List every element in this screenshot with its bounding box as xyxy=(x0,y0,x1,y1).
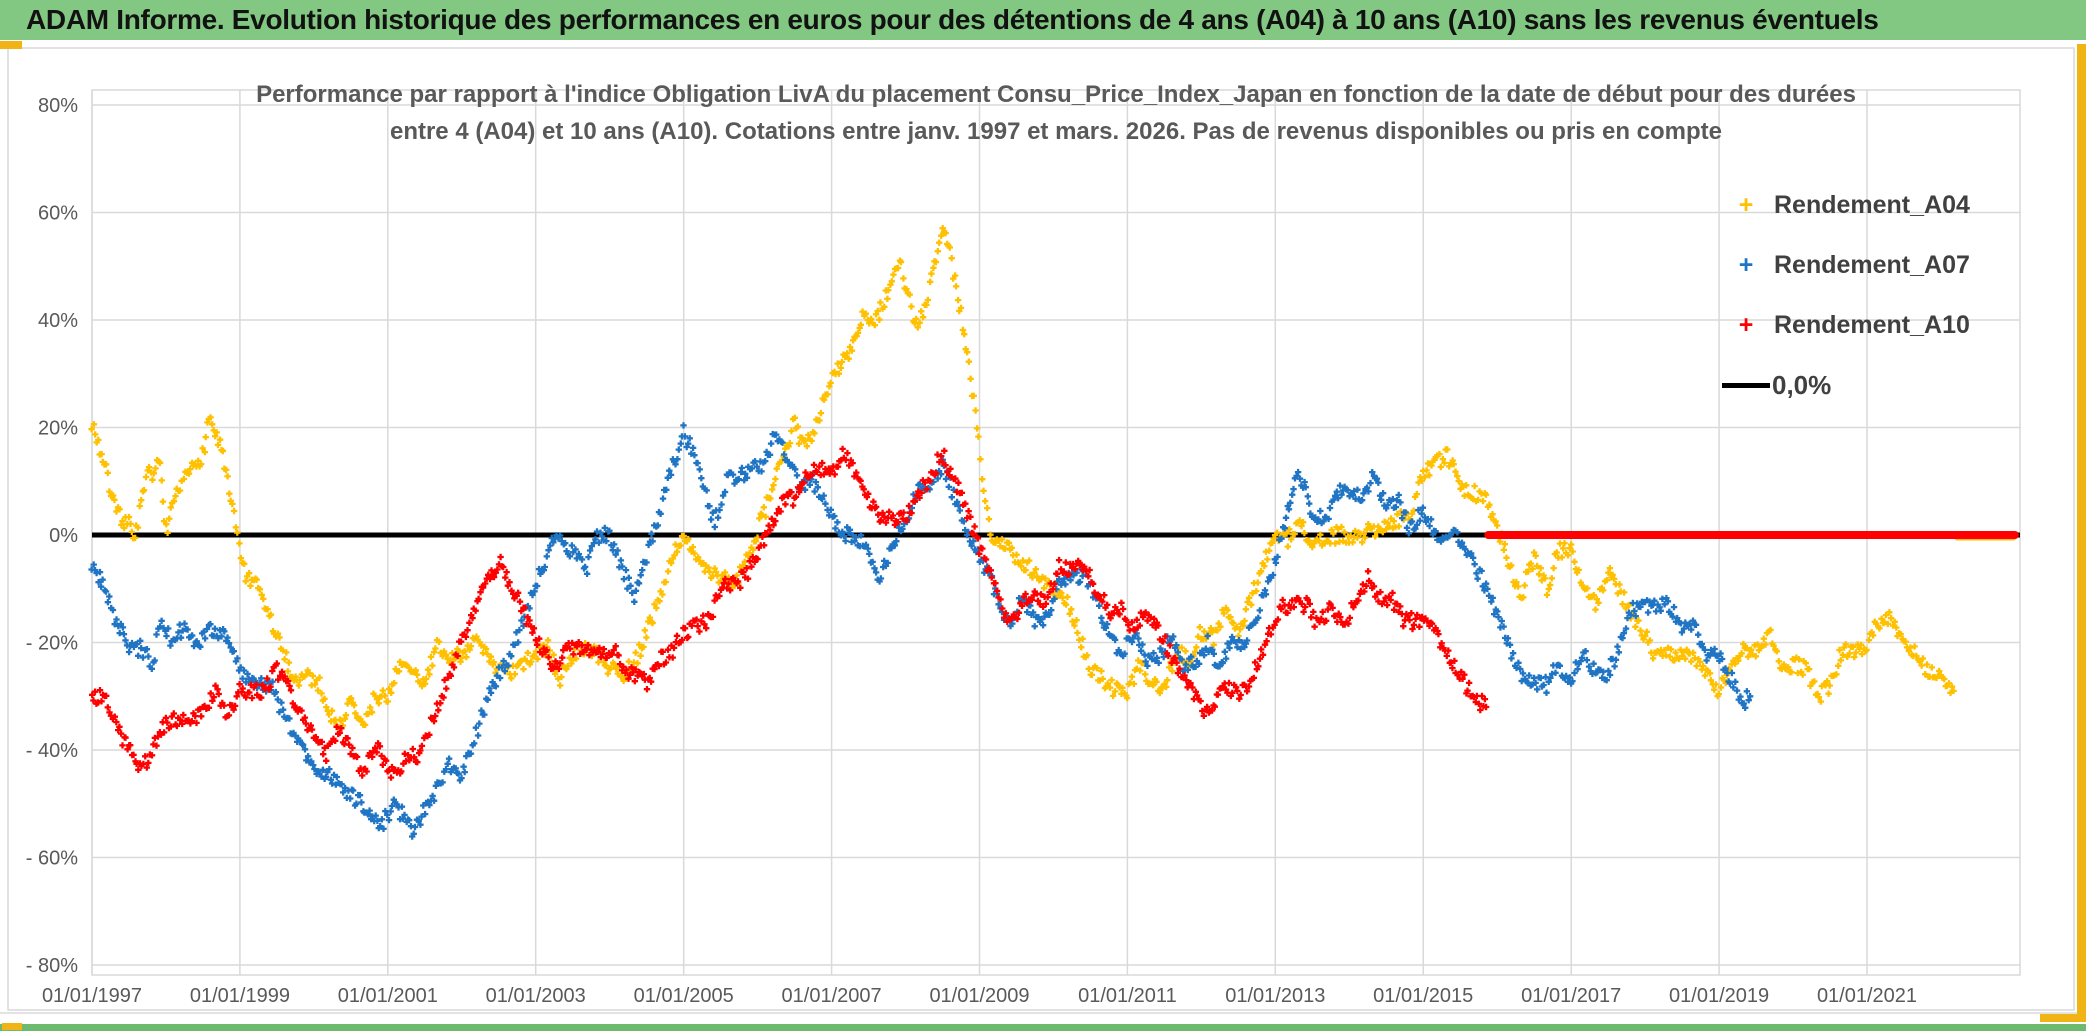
svg-text:- 80%: - 80% xyxy=(26,955,78,977)
svg-text:- 20%: - 20% xyxy=(26,633,78,655)
svg-text:01/01/1999: 01/01/1999 xyxy=(190,985,290,1007)
legend-item-rendement-a04[interactable]: + Rendement_A04 xyxy=(1722,186,1970,224)
legend-item-rendement-a07[interactable]: + Rendement_A07 xyxy=(1722,246,1970,284)
svg-text:01/01/2007: 01/01/2007 xyxy=(782,985,882,1007)
svg-text:- 60%: - 60% xyxy=(26,848,78,870)
zero-line-icon xyxy=(1722,382,1770,388)
svg-text:01/01/2021: 01/01/2021 xyxy=(1817,985,1917,1007)
svg-text:- 40%: - 40% xyxy=(26,740,78,762)
legend-item-zero-line[interactable]: 0,0% xyxy=(1722,366,1970,404)
svg-text:01/01/2019: 01/01/2019 xyxy=(1669,985,1769,1007)
svg-text:01/01/1997: 01/01/1997 xyxy=(42,985,142,1007)
svg-text:80%: 80% xyxy=(38,95,78,117)
svg-text:01/01/2001: 01/01/2001 xyxy=(338,985,438,1007)
legend-label: Rendement_A07 xyxy=(1774,250,1970,279)
svg-text:01/01/2003: 01/01/2003 xyxy=(486,985,586,1007)
app-title: ADAM Informe. Evolution historique des p… xyxy=(26,4,1879,35)
legend-label: Rendement_A10 xyxy=(1774,310,1970,339)
chart-legend: + Rendement_A04 + Rendement_A07 + Rendem… xyxy=(1722,186,1970,426)
svg-text:01/01/2015: 01/01/2015 xyxy=(1373,985,1473,1007)
plus-marker-icon: + xyxy=(1738,310,1754,339)
legend-label: 0,0% xyxy=(1772,369,1832,400)
gold-accent-bottom-left xyxy=(2,1023,22,1030)
svg-text:01/01/2011: 01/01/2011 xyxy=(1078,985,1177,1007)
svg-text:01/01/2005: 01/01/2005 xyxy=(634,985,734,1007)
svg-text:01/01/2017: 01/01/2017 xyxy=(1521,985,1621,1007)
svg-text:40%: 40% xyxy=(38,310,78,332)
bottom-divider xyxy=(0,1012,2086,1014)
plus-marker-icon: + xyxy=(1738,250,1754,279)
bottom-green-bar xyxy=(0,1024,2086,1031)
legend-item-rendement-a10[interactable]: + Rendement_A10 xyxy=(1722,306,1970,344)
svg-text:01/01/2013: 01/01/2013 xyxy=(1225,985,1325,1007)
gold-accent-right-strip xyxy=(2077,44,2086,1022)
svg-text:20%: 20% xyxy=(38,418,78,440)
svg-text:01/01/2009: 01/01/2009 xyxy=(929,985,1029,1007)
svg-text:0%: 0% xyxy=(49,525,78,547)
title-banner: ADAM Informe. Evolution historique des p… xyxy=(0,0,2086,40)
gold-accent-bottom-right xyxy=(2040,1014,2078,1022)
plus-marker-icon: + xyxy=(1738,190,1754,219)
svg-text:60%: 60% xyxy=(38,203,78,225)
legend-label: Rendement_A04 xyxy=(1774,190,1970,219)
gold-accent-top-left xyxy=(0,41,22,49)
